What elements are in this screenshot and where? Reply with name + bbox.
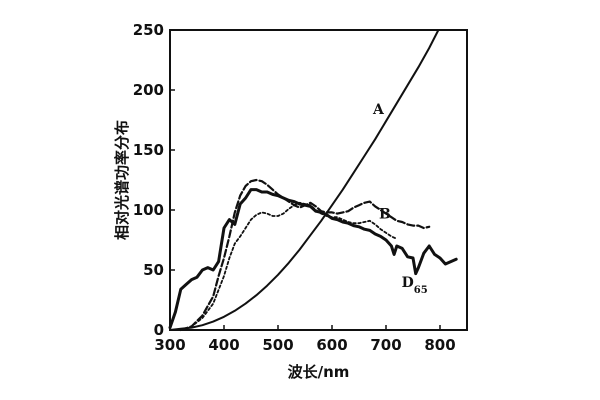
x-tick-label: 300 <box>154 336 185 354</box>
y-tick-label: 0 <box>154 321 164 339</box>
y-tick-label: 100 <box>133 201 164 219</box>
x-tick-label: 800 <box>424 336 455 354</box>
y-tick-label: 200 <box>133 81 164 99</box>
series-line-b <box>179 178 431 332</box>
ticks: 300 400 500 600 700 800 0 50 100 150 200 250 <box>133 21 456 354</box>
axes <box>169 29 468 331</box>
curve-label-a: A <box>372 102 385 118</box>
y-tick-label: 150 <box>133 141 164 159</box>
y-tick-label: 250 <box>133 21 164 39</box>
curve-label-b: B <box>379 206 391 222</box>
y-tick-label: 50 <box>143 261 164 279</box>
plot-frame <box>169 29 468 331</box>
x-tick-label: 400 <box>208 336 239 354</box>
series-line-d65 <box>168 188 458 330</box>
x-tick-label: 600 <box>316 336 347 354</box>
series-line-c <box>179 201 398 331</box>
series-labels: A B D65 <box>372 102 428 296</box>
series-line-a <box>169 29 440 331</box>
x-axis-label: 波长/nm <box>288 363 350 381</box>
y-axis-label: 相对光谱功率分布 <box>113 120 131 240</box>
curve-label-d65: D65 <box>402 275 428 296</box>
x-tick-label: 700 <box>370 336 401 354</box>
x-tick-label: 500 <box>262 336 293 354</box>
series-lines <box>168 29 458 332</box>
